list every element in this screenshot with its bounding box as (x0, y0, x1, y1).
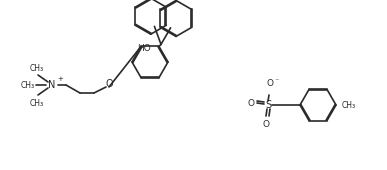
Text: CH₃: CH₃ (342, 100, 356, 109)
Text: ⁻: ⁻ (274, 76, 278, 85)
Text: CH₃: CH₃ (30, 64, 44, 73)
Text: N: N (48, 80, 56, 90)
Text: O: O (267, 79, 274, 88)
Text: O: O (105, 79, 113, 89)
Text: HO: HO (137, 44, 151, 53)
Text: O: O (262, 120, 269, 129)
Text: CH₃: CH₃ (30, 99, 44, 108)
Text: CH₃: CH₃ (21, 81, 35, 89)
Text: S: S (265, 100, 271, 110)
Text: +: + (57, 76, 63, 82)
Text: O: O (247, 98, 254, 107)
